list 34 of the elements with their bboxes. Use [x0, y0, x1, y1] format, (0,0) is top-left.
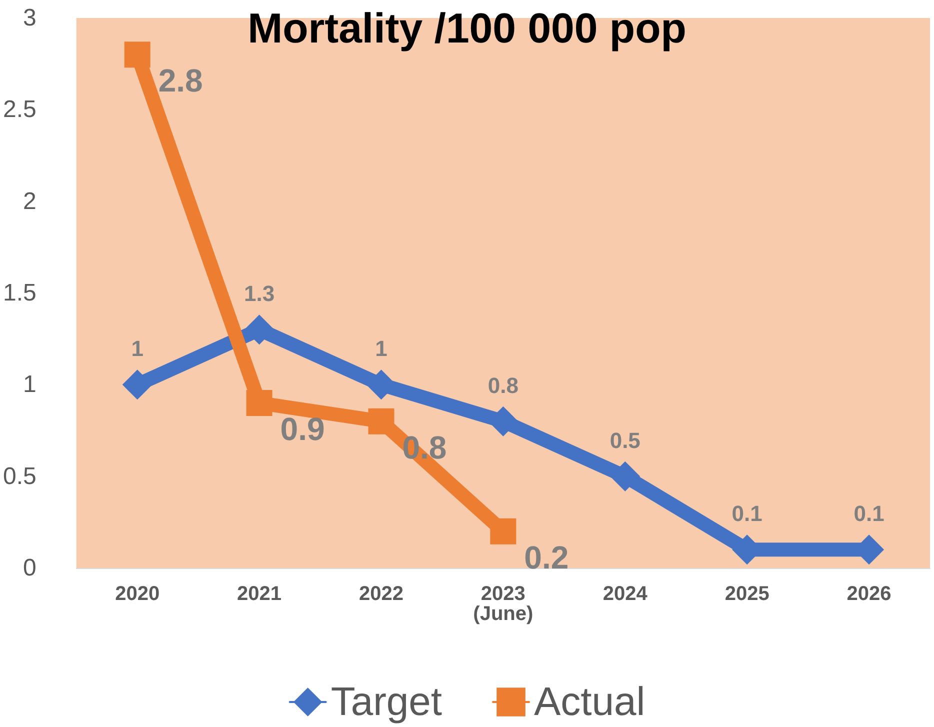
- data-label: 0.1: [854, 501, 884, 526]
- point: [122, 370, 152, 400]
- data-label: 1.3: [244, 281, 275, 306]
- legend-label: Actual: [534, 680, 646, 724]
- data-label: 1: [375, 336, 388, 362]
- chart-title: Mortality /100 000 pop: [248, 4, 686, 52]
- point: [490, 518, 516, 544]
- data-label: 0.8: [488, 372, 518, 398]
- x-tick-label: 2025: [724, 583, 770, 605]
- y-tick-label: 3: [23, 4, 36, 32]
- y-tick-label: 1: [23, 371, 36, 398]
- y-tick-label: 0.5: [2, 462, 36, 490]
- y-tick-label: 2.5: [2, 96, 36, 124]
- legend-label: Target: [330, 680, 442, 724]
- point: [124, 42, 150, 68]
- y-tick-label: 1.5: [2, 280, 36, 306]
- point: [610, 461, 640, 492]
- x-tick-label: 2024: [602, 583, 648, 605]
- data-label: 0.5: [610, 428, 640, 453]
- data-label: 1: [131, 336, 144, 362]
- x-tick-label: 2021: [237, 583, 282, 605]
- x-tick-label: 2022: [358, 583, 404, 605]
- data-label: 2.8: [158, 62, 203, 99]
- x-tick-label: 2026: [846, 583, 892, 605]
- data-label: 0.2: [524, 539, 569, 576]
- point: [244, 314, 274, 345]
- y-tick-label: 0: [23, 554, 36, 582]
- data-label: 0.1: [732, 501, 762, 526]
- x-tick-label: 2023 (June): [473, 583, 534, 625]
- y-tick-label: 2: [23, 188, 36, 215]
- point: [368, 408, 394, 434]
- data-label: 0.9: [280, 411, 325, 447]
- x-tick-label: 2020: [115, 583, 160, 605]
- point: [246, 390, 272, 416]
